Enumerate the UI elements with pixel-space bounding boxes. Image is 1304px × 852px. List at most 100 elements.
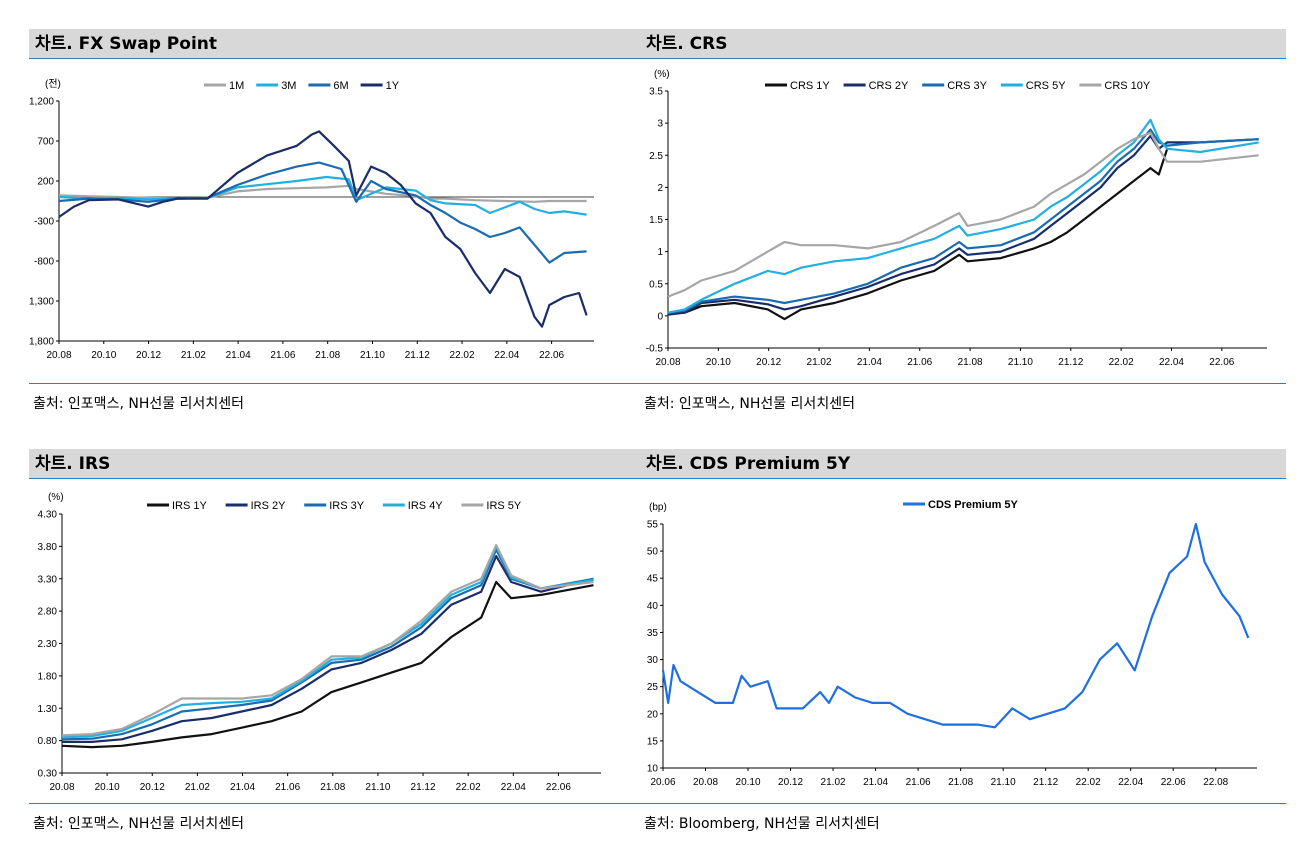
y-tick-label: 1: [657, 247, 663, 258]
footer-rule: [640, 383, 1286, 384]
panel-cds-premium-5y: 차트. CDS Premium 5Y (bp) 55 50 45 40 35 30 25 20 1…: [640, 449, 1286, 839]
x-tick-label: 22.04: [1159, 357, 1184, 368]
y-tick-label: 700: [37, 137, 54, 148]
axis-unit-label: (전): [45, 78, 61, 90]
x-tick-label: 21.02: [185, 782, 210, 793]
x-tick-label: 21.08: [320, 782, 345, 793]
x-tick-label: 22.02: [456, 782, 481, 793]
y-tick-label: 20: [647, 709, 659, 720]
y-tick-label: 3.80: [38, 542, 58, 553]
axis-unit-label: (bp): [649, 502, 667, 513]
x-tick-label: 21.10: [991, 777, 1016, 788]
source-note: 출처: 인포맥스, NH선물 리서치센터: [644, 396, 855, 412]
x-tick-label: 21.10: [1008, 357, 1033, 368]
footer-rule: [29, 803, 675, 804]
source-note: 출처: 인포맥스, NH선물 리서치센터: [33, 816, 244, 832]
series-line-irs-5y: [61, 544, 594, 737]
y-tick-label: 0.80: [38, 736, 58, 747]
source-note: 출처: Bloomberg, NH선물 리서치센터: [644, 816, 880, 832]
x-tick-label: 22.06: [546, 782, 571, 793]
y-tick-label: 2.80: [38, 607, 58, 618]
x-tick-label: 20.10: [706, 357, 731, 368]
x-tick-label: 22.06: [1209, 357, 1234, 368]
x-tick-label: 20.08: [693, 777, 718, 788]
y-tick-label: -1,300: [29, 297, 54, 308]
x-tick-label: 21.08: [948, 777, 973, 788]
y-tick-label: 0.30: [38, 769, 58, 780]
y-tick-label: 1,200: [29, 97, 54, 108]
y-tick-label: 2.30: [38, 639, 58, 650]
y-tick-label: 50: [647, 547, 659, 558]
y-tick-label: 30: [647, 655, 659, 666]
x-tick-label: 21.06: [906, 777, 931, 788]
x-tick-label: 20.08: [46, 350, 71, 361]
x-tick-label: 21.06: [275, 782, 300, 793]
y-tick-label: -0.5: [646, 344, 664, 355]
x-tick-label: 21.12: [405, 350, 430, 361]
series-line-3m: [58, 175, 587, 216]
legend-label: IRS 2Y: [251, 500, 287, 512]
series-line-crs-2y: [667, 134, 1259, 316]
y-tick-label: 1.80: [38, 671, 58, 682]
y-tick-label: 55: [647, 520, 659, 531]
y-tick-label: 200: [37, 177, 54, 188]
x-tick-label: 21.06: [907, 357, 932, 368]
legend-label: CRS 2Y: [869, 80, 909, 92]
y-tick-label: -1,800: [29, 337, 54, 348]
x-tick-label: 21.02: [181, 350, 206, 361]
x-tick-label: 21.10: [365, 782, 390, 793]
y-tick-label: 0.5: [649, 279, 663, 290]
series-line-irs-1y: [61, 580, 594, 749]
x-tick-label: 20.08: [655, 357, 680, 368]
series-line-crs-10y: [667, 131, 1259, 298]
series-line-irs-2y: [62, 555, 594, 743]
footer-rule: [29, 383, 675, 384]
x-tick-label: 22.06: [539, 350, 564, 361]
legend-label: 3M: [281, 80, 296, 92]
y-tick-label: 40: [647, 601, 659, 612]
x-tick-label: 20.12: [778, 777, 803, 788]
series-line-1y: [58, 130, 588, 328]
y-tick-label: 10: [647, 764, 659, 775]
x-tick-label: 20.08: [49, 782, 74, 793]
x-tick-label: 22.04: [494, 350, 519, 361]
x-tick-label: 22.08: [1203, 777, 1228, 788]
series-line-crs-1y: [668, 148, 1169, 321]
legend-label: IRS 3Y: [329, 500, 365, 512]
chart-irs: (%) 4.30 3.80 3.30 2.80 2.30 1.80 1.30 0.80 0.30 2…: [38, 492, 601, 793]
y-tick-label: 2.5: [649, 151, 663, 162]
chart-title: 차트. FX Swap Point: [29, 29, 675, 59]
legend-label: CDS Premium 5Y: [928, 499, 1019, 511]
legend-label: CRS 1Y: [790, 80, 830, 92]
y-tick-label: 1.30: [38, 704, 58, 715]
y-tick-label: 2: [657, 183, 663, 194]
x-tick-label: 22.04: [501, 782, 526, 793]
chart-title: 차트. IRS: [29, 449, 675, 479]
x-tick-label: 20.10: [736, 777, 761, 788]
legend-label: CRS 10Y: [1104, 80, 1151, 92]
legend-label: 1Y: [386, 80, 400, 92]
legend-label: 6M: [333, 80, 348, 92]
series-line-crs-5y: [667, 118, 1259, 314]
x-tick-label: 21.08: [315, 350, 340, 361]
legend-label: 1M: [229, 80, 244, 92]
legend-label: IRS 4Y: [408, 500, 444, 512]
chart-crs: (%) 3.5 3 2.5 2 1.5 1 0.5 0 -0.5 20.08 20.10 20.12 21…: [646, 69, 1267, 368]
footer-rule: [640, 803, 1286, 804]
y-tick-label: 3.5: [649, 87, 663, 98]
x-tick-label: 21.04: [857, 357, 882, 368]
panel-fx-swap-point: 차트. FX Swap Point (전) 1,200 700 200 -300 -800…: [29, 29, 675, 412]
y-tick-label: 3: [657, 119, 663, 130]
y-tick-label: 35: [647, 628, 659, 639]
x-tick-label: 20.10: [95, 782, 120, 793]
legend-label: CRS 5Y: [1026, 80, 1066, 92]
x-tick-label: 20.10: [91, 350, 116, 361]
legend-label: IRS 1Y: [172, 500, 208, 512]
x-tick-label: 21.06: [270, 350, 295, 361]
x-tick-label: 20.06: [650, 777, 675, 788]
y-tick-label: 4.30: [38, 510, 58, 521]
source-note: 출처: 인포맥스, NH선물 리서치센터: [33, 396, 244, 412]
x-tick-label: 21.04: [863, 777, 888, 788]
chart-title: 차트. CDS Premium 5Y: [640, 449, 1286, 479]
series-line-irs-4y: [61, 545, 594, 739]
